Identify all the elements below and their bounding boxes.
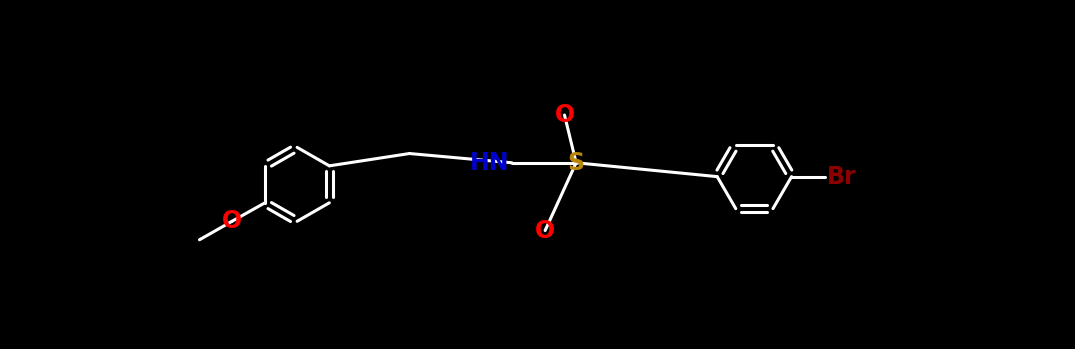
Text: O: O <box>221 209 242 233</box>
Text: HN: HN <box>470 151 510 175</box>
Text: Br: Br <box>827 165 856 188</box>
Text: O: O <box>555 103 574 127</box>
Text: O: O <box>535 218 555 243</box>
Text: S: S <box>568 151 585 175</box>
